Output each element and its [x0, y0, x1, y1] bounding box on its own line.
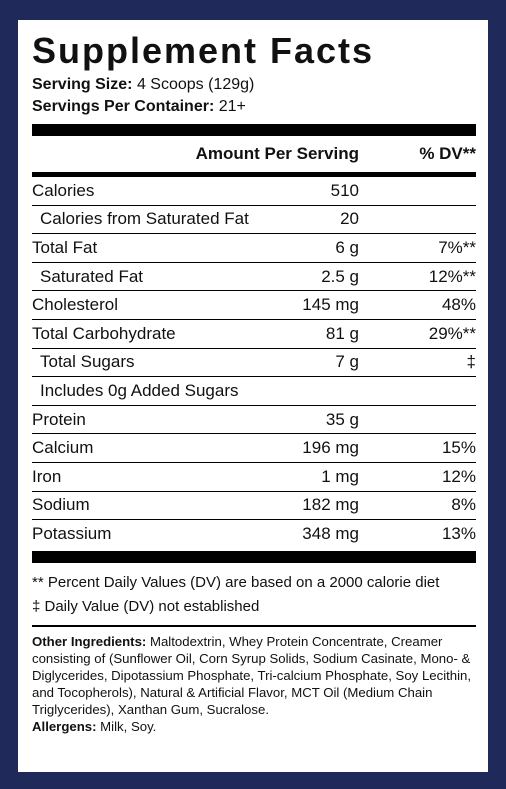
other-ingredients-label: Other Ingredients:: [32, 633, 147, 649]
nutrient-dv: 48%: [441, 295, 476, 315]
thin-divider: [32, 624, 476, 627]
table-row: Includes 0g Added Sugars: [32, 377, 476, 406]
nutrient-amount: 510: [330, 180, 359, 200]
table-row: Calcium 196 mg 15%: [32, 434, 476, 463]
nutrient-name: Includes 0g Added Sugars: [40, 380, 239, 400]
nutrient-name: Calories: [32, 180, 95, 200]
nutrient-dv: 8%: [451, 495, 476, 515]
other-ingredients: Other Ingredients: Maltodextrin, Whey Pr…: [32, 633, 476, 718]
other-ingredients-text: Maltodextrin, Whey Protein Concentrate, …: [32, 633, 472, 717]
servings-per-container-label: Servings Per Container:: [32, 98, 215, 115]
table-row: Protein 35 g: [32, 406, 476, 435]
nutrient-amount: 81 g: [325, 323, 359, 343]
nutrient-amount: 348 mg: [302, 524, 359, 544]
nutrient-dv: 12%**: [428, 266, 476, 286]
table-row: Calories 510: [32, 177, 476, 206]
table-row: Total Sugars 7 g ‡: [32, 349, 476, 378]
panel-title: Supplement Facts: [32, 30, 375, 71]
nutrient-dv: 7%**: [438, 237, 476, 257]
nutrient-amount: 196 mg: [302, 438, 359, 458]
nutrient-amount: 2.5 g: [321, 266, 359, 286]
nutrient-name: Potassium: [32, 524, 112, 544]
nutrient-amount: 35 g: [325, 409, 359, 429]
table-row: Total Carbohydrate 81 g 29%**: [32, 320, 476, 349]
nutrient-name: Calcium: [32, 438, 94, 458]
nutrient-dv: 12%: [441, 466, 476, 486]
thick-divider: [32, 124, 476, 136]
nutrient-amount: 182 mg: [302, 495, 359, 515]
nutrient-amount: 1 mg: [321, 466, 359, 486]
table-row: Iron 1 mg 12%: [32, 463, 476, 492]
nutrient-name: Total Fat: [32, 237, 98, 257]
nutrient-dv: ‡: [466, 352, 476, 372]
nutrient-name: Total Sugars: [40, 352, 135, 372]
table-row: Saturated Fat 2.5 g 12%**: [32, 263, 476, 292]
nutrient-name: Saturated Fat: [40, 266, 144, 286]
nutrient-name: Protein: [32, 409, 86, 429]
table-row: Sodium 182 mg 8%: [32, 492, 476, 521]
nutrient-amount: 6 g: [335, 237, 359, 257]
header-dv: % DV**: [419, 144, 476, 163]
nutrient-dv: 13%: [441, 524, 476, 544]
serving-size-label: Serving Size:: [32, 76, 133, 93]
table-row: Total Fat 6 g 7%**: [32, 234, 476, 263]
nutrient-name: Sodium: [32, 495, 90, 515]
table-row: Calories from Saturated Fat 20: [32, 206, 476, 235]
table-row: Potassium 348 mg 13%: [32, 520, 476, 549]
servings-per-container: Servings Per Container: 21+: [32, 96, 476, 118]
table-row: Cholesterol 145 mg 48%: [32, 291, 476, 320]
footnote-dv: ** Percent Daily Values (DV) are based o…: [32, 573, 440, 591]
nutrient-name: Iron: [32, 466, 62, 486]
nutrient-amount: 7 g: [335, 352, 359, 372]
serving-size: Serving Size: 4 Scoops (129g): [32, 74, 476, 96]
nutrient-amount: 20: [340, 209, 359, 229]
bottom-thick-divider: [32, 550, 476, 563]
nutrient-amount: 145 mg: [302, 295, 359, 315]
table-header: Amount Per Serving % DV**: [32, 140, 476, 168]
nutrient-dv: 29%**: [428, 323, 476, 343]
nutrient-name: Cholesterol: [32, 295, 118, 315]
footnote-not-established: ‡ Daily Value (DV) not established: [32, 597, 260, 615]
supplement-facts-panel: Supplement Facts Serving Size: 4 Scoops …: [18, 20, 488, 772]
nutrient-table: Calories 510 Calories from Saturated Fat…: [32, 177, 476, 549]
nutrient-name: Calories from Saturated Fat: [40, 209, 249, 229]
header-amount: Amount Per Serving: [195, 144, 359, 163]
allergens-text: Milk, Soy.: [100, 718, 157, 734]
allergens-label: Allergens:: [32, 718, 97, 734]
serving-size-value: 4 Scoops (129g): [136, 76, 255, 93]
nutrient-name: Total Carbohydrate: [32, 323, 176, 343]
allergens: Allergens: Milk, Soy.: [32, 718, 476, 735]
medium-divider: [32, 172, 476, 177]
servings-per-container-value: 21+: [218, 98, 246, 115]
nutrient-dv: 15%: [441, 438, 476, 458]
